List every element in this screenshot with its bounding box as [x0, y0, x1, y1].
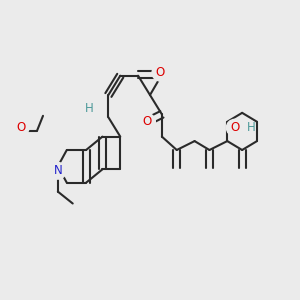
Circle shape: [139, 113, 155, 130]
Circle shape: [12, 119, 29, 136]
Text: H: H: [247, 121, 255, 134]
Text: O: O: [230, 121, 239, 134]
Circle shape: [85, 100, 102, 117]
Circle shape: [226, 119, 243, 136]
Circle shape: [50, 163, 66, 179]
Text: O: O: [142, 115, 152, 128]
Text: O: O: [156, 66, 165, 79]
Circle shape: [152, 64, 169, 81]
Text: O: O: [16, 121, 25, 134]
Text: H: H: [85, 102, 94, 115]
Text: N: N: [53, 164, 62, 177]
Circle shape: [238, 119, 255, 136]
